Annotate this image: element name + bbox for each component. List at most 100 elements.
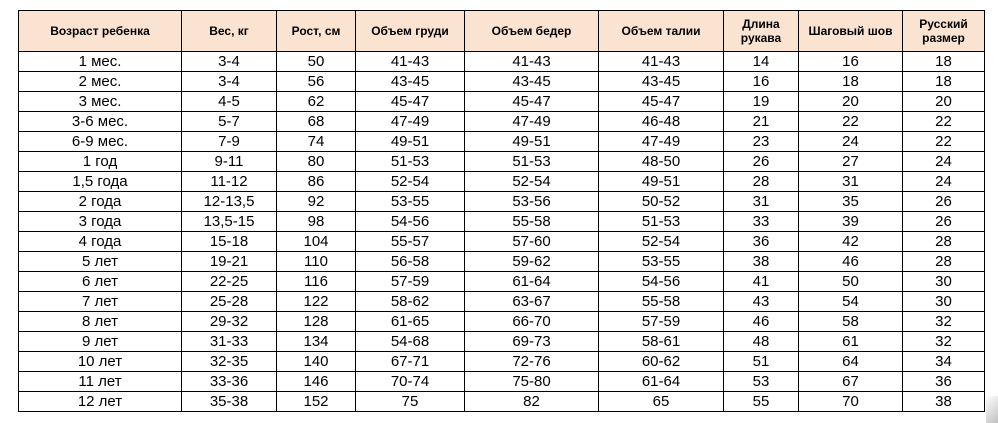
cell-waist: 52-54 (598, 231, 724, 252)
cell-sleeve: 55 (723, 391, 799, 412)
cell-age: 1,5 года (18, 171, 182, 192)
cell-waist: 45-47 (598, 91, 724, 112)
cell-age: 6 лет (18, 271, 182, 292)
cell-waist: 43-45 (598, 71, 724, 92)
cell-weight: 35-38 (181, 391, 277, 412)
cell-chest: 52-54 (355, 171, 465, 192)
cell-waist: 57-59 (598, 311, 724, 332)
table-row: 10 лет 32-35 140 67-71 72-76 60-62 51 64 34 (18, 351, 985, 372)
cell-weight: 4-5 (181, 91, 277, 112)
cell-sleeve: 28 (723, 171, 799, 192)
cell-waist: 49-51 (598, 171, 724, 192)
cell-sleeve: 38 (723, 251, 799, 272)
cell-height: 128 (276, 311, 356, 332)
cell-waist: 41-43 (598, 51, 724, 72)
cell-waist: 55-58 (598, 291, 724, 312)
cell-chest: 54-56 (355, 211, 465, 232)
header-weight: Вес, кг (181, 10, 277, 52)
page-curl-shadow (986, 396, 998, 423)
cell-weight: 3-4 (181, 51, 277, 72)
cell-age: 3-6 мес. (18, 111, 182, 132)
cell-age: 2 мес. (18, 71, 182, 92)
cell-age: 1 год (18, 151, 182, 172)
size-table: Возраст ребенка Вес, кг Рост, см Объем г… (18, 10, 985, 412)
cell-height: 98 (276, 211, 356, 232)
cell-inseam: 54 (798, 291, 903, 312)
cell-sleeve: 41 (723, 271, 799, 292)
cell-hips: 49-51 (464, 131, 599, 152)
cell-hips: 41-43 (464, 51, 599, 72)
cell-chest: 67-71 (355, 351, 465, 372)
cell-sleeve: 16 (723, 71, 799, 92)
cell-hips: 63-67 (464, 291, 599, 312)
cell-age: 5 лет (18, 251, 182, 272)
cell-chest: 53-55 (355, 191, 465, 212)
cell-weight: 15-18 (181, 231, 277, 252)
cell-hips: 52-54 (464, 171, 599, 192)
table-row: 1 мес. 3-4 50 41-43 41-43 41-43 14 16 18 (18, 51, 985, 72)
cell-weight: 22-25 (181, 271, 277, 292)
cell-russian-size: 32 (902, 311, 985, 332)
cell-russian-size: 24 (902, 151, 985, 172)
cell-sleeve: 33 (723, 211, 799, 232)
cell-chest: 55-57 (355, 231, 465, 252)
cell-age: 8 лет (18, 311, 182, 332)
cell-russian-size: 30 (902, 291, 985, 312)
cell-russian-size: 36 (902, 371, 985, 392)
table-row: 2 года 12-13,5 92 53-55 53-56 50-52 31 35 26 (18, 191, 985, 212)
cell-weight: 25-28 (181, 291, 277, 312)
cell-weight: 32-35 (181, 351, 277, 372)
header-sleeve: Длина рукава (723, 10, 799, 52)
cell-chest: 61-65 (355, 311, 465, 332)
header-inseam: Шаговый шов (798, 10, 903, 52)
cell-russian-size: 34 (902, 351, 985, 372)
table-row: 1 год 9-11 80 51-53 51-53 48-50 26 27 24 (18, 151, 985, 172)
cell-weight: 13,5-15 (181, 211, 277, 232)
cell-weight: 3-4 (181, 71, 277, 92)
cell-sleeve: 36 (723, 231, 799, 252)
cell-height: 140 (276, 351, 356, 372)
cell-waist: 58-61 (598, 331, 724, 352)
table-row: 3 года 13,5-15 98 54-56 55-58 51-53 33 39 26 (18, 211, 985, 232)
table-row: 1,5 года 11-12 86 52-54 52-54 49-51 28 31 24 (18, 171, 985, 192)
cell-height: 92 (276, 191, 356, 212)
cell-russian-size: 26 (902, 211, 985, 232)
cell-hips: 57-60 (464, 231, 599, 252)
cell-height: 146 (276, 371, 356, 392)
header-hips: Объем бедер (464, 10, 599, 52)
cell-russian-size: 20 (902, 91, 985, 112)
cell-height: 134 (276, 331, 356, 352)
cell-inseam: 42 (798, 231, 903, 252)
table-row: 2 мес. 3-4 56 43-45 43-45 43-45 16 18 18 (18, 71, 985, 92)
cell-sleeve: 43 (723, 291, 799, 312)
cell-russian-size: 22 (902, 131, 985, 152)
cell-chest: 57-59 (355, 271, 465, 292)
cell-hips: 82 (464, 391, 599, 412)
cell-age: 3 мес. (18, 91, 182, 112)
cell-chest: 54-68 (355, 331, 465, 352)
table-row: 12 лет 35-38 152 75 82 65 55 70 38 (18, 391, 985, 412)
cell-hips: 47-49 (464, 111, 599, 132)
cell-waist: 60-62 (598, 351, 724, 372)
cell-hips: 59-62 (464, 251, 599, 272)
cell-inseam: 16 (798, 51, 903, 72)
cell-chest: 75 (355, 391, 465, 412)
cell-age: 1 мес. (18, 51, 182, 72)
size-chart-frame: Возраст ребенка Вес, кг Рост, см Объем г… (18, 10, 985, 412)
cell-height: 104 (276, 231, 356, 252)
cell-sleeve: 46 (723, 311, 799, 332)
cell-age: 9 лет (18, 331, 182, 352)
cell-russian-size: 30 (902, 271, 985, 292)
cell-russian-size: 22 (902, 111, 985, 132)
cell-hips: 45-47 (464, 91, 599, 112)
cell-inseam: 61 (798, 331, 903, 352)
cell-weight: 11-12 (181, 171, 277, 192)
cell-inseam: 64 (798, 351, 903, 372)
cell-weight: 29-32 (181, 311, 277, 332)
cell-age: 3 года (18, 211, 182, 232)
table-row: 7 лет 25-28 122 58-62 63-67 55-58 43 54 30 (18, 291, 985, 312)
header-waist: Объем талии (598, 10, 724, 52)
cell-weight: 9-11 (181, 151, 277, 172)
cell-weight: 33-36 (181, 371, 277, 392)
cell-sleeve: 53 (723, 371, 799, 392)
